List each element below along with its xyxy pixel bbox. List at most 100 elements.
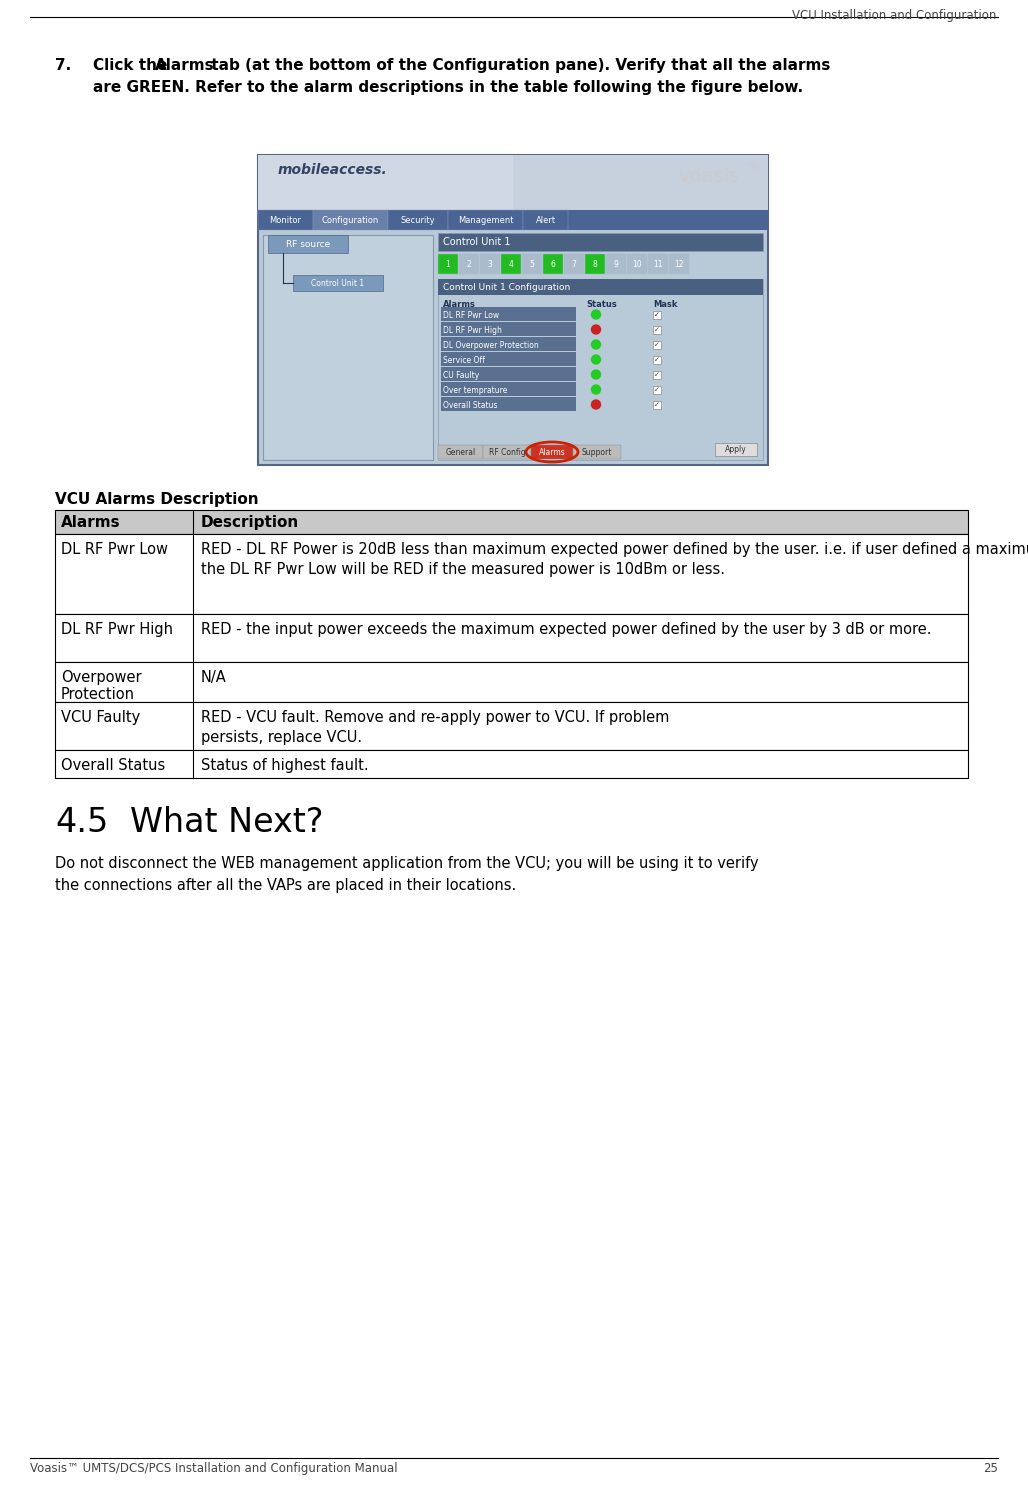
Text: RED - DL RF Power is 20dB less than maximum expected power defined by the user. : RED - DL RF Power is 20dB less than maxi… [201,542,1028,577]
Text: Control Unit 1: Control Unit 1 [443,236,511,247]
Text: Configuration: Configuration [322,215,379,224]
Circle shape [591,384,600,393]
Text: Do not disconnect the WEB management application from the VCU; you will be using: Do not disconnect the WEB management app… [56,856,759,871]
Text: 3: 3 [487,259,492,268]
Text: Management: Management [457,215,513,224]
Text: 6: 6 [551,259,555,268]
Text: ✓: ✓ [654,358,660,364]
Circle shape [591,325,600,334]
Circle shape [591,370,600,378]
Bar [56,663,968,702]
Bar [513,156,768,209]
Bar [441,367,576,381]
Text: CU Faulty: CU Faulty [443,371,479,380]
Text: Alert: Alert [536,215,555,224]
Text: General: General [445,447,476,456]
Text: DL Overpower Protection: DL Overpower Protection [443,341,539,350]
Text: VCU Installation and Configuration: VCU Installation and Configuration [792,9,996,22]
Bar [438,278,763,459]
Text: Overall Status: Overall Status [443,401,498,410]
Text: the connections after all the VAPs are placed in their locations.: the connections after all the VAPs are p… [56,878,516,893]
Bar [448,209,523,230]
Text: Support: Support [582,447,613,456]
Text: DL RF Pwr Low: DL RF Pwr Low [61,542,168,557]
Text: 7.: 7. [56,58,71,73]
Bar [441,396,576,411]
Text: 4: 4 [509,259,513,268]
Bar [627,254,647,274]
Text: Voasis™ UMTS/DCS/PCS Installation and Configuration Manual: Voasis™ UMTS/DCS/PCS Installation and Co… [30,1462,398,1475]
Circle shape [591,399,600,408]
Bar [483,444,531,459]
Bar [258,156,768,465]
Text: DL RF Pwr High: DL RF Pwr High [61,622,173,637]
Text: DL RF Pwr High: DL RF Pwr High [443,326,502,335]
Bar [653,401,661,408]
Text: Apply: Apply [725,444,747,453]
Text: 7: 7 [572,259,577,268]
Text: voasis: voasis [678,168,739,186]
Bar [564,254,584,274]
Bar [56,613,968,663]
Bar [56,534,968,613]
Bar [715,443,757,456]
Bar [441,307,576,322]
Bar [501,254,521,274]
Circle shape [591,355,600,364]
Bar [458,254,479,274]
Bar [648,254,668,274]
Text: ✓: ✓ [654,343,660,349]
Bar [585,254,605,274]
Bar [388,209,448,230]
Text: 25: 25 [983,1462,998,1475]
Text: 12: 12 [674,259,684,268]
Bar [56,702,968,749]
Bar [268,235,348,253]
Text: 4.5: 4.5 [56,806,108,839]
Bar [480,254,500,274]
Bar [653,311,661,319]
Text: RED - the input power exceeds the maximum expected power defined by the user by : RED - the input power exceeds the maximu… [201,622,931,637]
Bar [653,371,661,378]
Text: ✓: ✓ [654,373,660,378]
Bar [523,209,568,230]
Circle shape [591,340,600,349]
Bar [438,254,458,274]
Text: 5: 5 [529,259,535,268]
Text: Alarms: Alarms [443,301,476,310]
Text: Overpower
Protection: Overpower Protection [61,670,142,703]
Circle shape [591,310,600,319]
Text: Overall Status: Overall Status [61,758,166,773]
Text: ✓: ✓ [654,328,660,334]
Text: Description: Description [201,515,299,530]
Text: DL RF Pwr Low: DL RF Pwr Low [443,311,500,320]
Text: Service Off: Service Off [443,356,485,365]
Text: What Next?: What Next? [130,806,324,839]
Text: 11: 11 [653,259,663,268]
Text: ✓: ✓ [654,387,660,393]
Bar [522,254,542,274]
Bar [669,254,689,274]
Bar [653,341,661,349]
Bar [258,209,313,230]
Text: Click the: Click the [93,58,173,73]
Bar [573,444,621,459]
Text: 10: 10 [632,259,641,268]
Text: Alarms: Alarms [539,447,565,456]
Text: Security: Security [401,215,435,224]
Bar [263,235,433,459]
Text: ✓: ✓ [654,402,660,408]
Text: Status: Status [586,301,617,310]
Text: Over temprature: Over temprature [443,386,508,395]
Bar [258,209,768,230]
Bar [653,356,661,364]
Text: VCU Faulty: VCU Faulty [61,711,140,726]
Text: N/A: N/A [201,670,227,685]
Text: 1: 1 [445,259,450,268]
Text: tab (at the bottom of the Configuration pane). Verify that all the alarms: tab (at the bottom of the Configuration … [206,58,831,73]
Text: ✓: ✓ [654,313,660,319]
Bar [438,233,763,251]
Bar [605,254,626,274]
Bar [441,337,576,352]
Bar [653,326,661,334]
